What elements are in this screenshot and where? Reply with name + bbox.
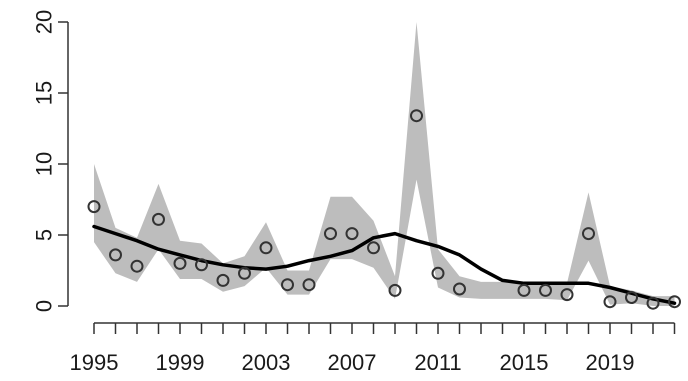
data-point bbox=[87, 200, 101, 214]
x-tick-label: 2003 bbox=[242, 350, 291, 375]
data-point bbox=[173, 256, 187, 270]
data-point bbox=[152, 212, 165, 226]
data-point bbox=[259, 241, 273, 255]
y-tick-label: 15 bbox=[32, 81, 57, 105]
x-axis: 1995 1999 2003 2007 2011 2015 2019 bbox=[70, 322, 676, 375]
data-point bbox=[302, 278, 316, 292]
data-point bbox=[668, 295, 681, 309]
x-tick-label: 2019 bbox=[586, 350, 635, 375]
data-point bbox=[603, 295, 617, 309]
x-tick-label: 1995 bbox=[70, 350, 119, 375]
data-point bbox=[216, 273, 230, 287]
x-tick-label: 1999 bbox=[156, 350, 205, 375]
plot-area bbox=[87, 22, 681, 310]
data-point bbox=[582, 227, 595, 241]
data-point bbox=[324, 227, 337, 241]
data-point bbox=[410, 109, 423, 123]
trend-line bbox=[92, 224, 677, 305]
data-point bbox=[130, 259, 144, 273]
data-point bbox=[238, 266, 251, 280]
data-point bbox=[517, 283, 531, 297]
data-point bbox=[388, 283, 402, 297]
y-axis: 0 5 10 15 20 bbox=[32, 10, 69, 312]
data-point bbox=[560, 288, 574, 302]
data-point bbox=[367, 241, 380, 255]
data-point bbox=[109, 248, 122, 262]
data-point bbox=[345, 227, 359, 241]
data-point bbox=[281, 278, 294, 292]
x-tick-label: 2007 bbox=[328, 350, 377, 375]
data-point bbox=[195, 258, 208, 272]
data-point bbox=[625, 291, 638, 304]
y-tick-label: 0 bbox=[32, 300, 57, 312]
x-tick-label: 2015 bbox=[500, 350, 549, 375]
data-point bbox=[431, 266, 445, 280]
data-point bbox=[646, 296, 660, 310]
data-point bbox=[453, 282, 466, 296]
y-tick-label: 20 bbox=[32, 10, 57, 34]
y-tick-label: 5 bbox=[32, 229, 57, 241]
y-tick-label: 10 bbox=[32, 152, 57, 176]
data-point bbox=[539, 283, 552, 297]
x-tick-label: 2011 bbox=[414, 350, 461, 375]
confidence-band bbox=[94, 22, 675, 306]
